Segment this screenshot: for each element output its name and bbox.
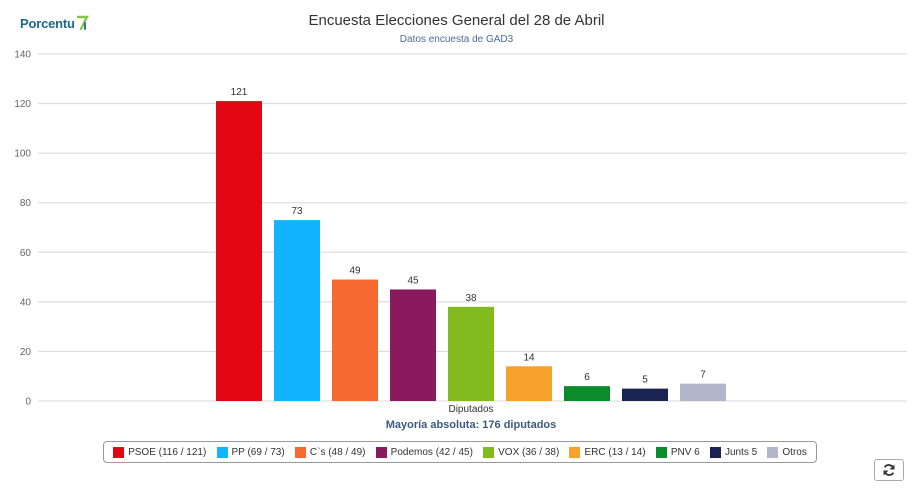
data-label: 7	[700, 370, 706, 381]
mayoria-annotation: Mayoría absoluta: 176 diputados	[386, 419, 557, 431]
legend-swatch	[655, 446, 667, 458]
bar	[390, 289, 436, 401]
legend-label: Junts 5	[724, 446, 758, 458]
bar	[564, 386, 610, 401]
legend-swatch	[113, 446, 125, 458]
legend-label: PP (69 / 73)	[231, 446, 285, 458]
legend-swatch	[216, 446, 228, 458]
logo-text: Porcentu	[20, 15, 75, 31]
legend-label: Otros	[782, 446, 807, 458]
data-label: 45	[407, 275, 419, 286]
legend-label: VOX (36 / 38)	[498, 446, 560, 458]
bar	[622, 388, 668, 401]
legend-item[interactable]: Podemos (42 / 45)	[375, 446, 473, 458]
legend-swatch	[483, 446, 495, 458]
refresh-button[interactable]	[874, 459, 904, 481]
data-label: 121	[231, 87, 248, 98]
legend-item[interactable]: PSOE (116 / 121)	[113, 446, 207, 458]
legend-swatch	[569, 446, 581, 458]
y-tick-label: 140	[14, 50, 31, 61]
legend-label: C`s (48 / 49)	[309, 446, 366, 458]
legend-swatch	[767, 446, 779, 458]
legend-label: Podemos (42 / 45)	[390, 446, 473, 458]
legend-label: PNV 6	[670, 446, 700, 458]
porcentual-logo: Porcentu	[20, 12, 90, 34]
bar	[448, 306, 494, 401]
data-label: 6	[584, 372, 590, 383]
data-label: 49	[349, 266, 361, 277]
data-label: 14	[523, 352, 535, 363]
legend-label: ERC (13 / 14)	[584, 446, 646, 458]
data-label: 38	[465, 293, 477, 304]
data-label: 73	[291, 206, 303, 217]
chart-subtitle: Datos encuesta de GAD3	[399, 34, 514, 45]
legend-item[interactable]: Otros	[767, 446, 807, 458]
chart-title: Encuesta Elecciones General del 28 de Ab…	[308, 12, 605, 29]
legend-swatch	[709, 446, 721, 458]
bar	[216, 101, 262, 401]
x-axis-label: Diputados	[448, 404, 493, 415]
data-label: 5	[642, 375, 648, 386]
bar	[680, 383, 726, 401]
y-tick-label: 20	[20, 347, 32, 358]
legend-swatch	[294, 446, 306, 458]
y-tick-label: 60	[20, 248, 32, 259]
refresh-icon	[883, 464, 895, 476]
legend-swatch	[375, 446, 387, 458]
legend-item[interactable]: ERC (13 / 14)	[569, 446, 646, 458]
y-tick-label: 0	[25, 397, 31, 408]
legend-item[interactable]: PNV 6	[655, 446, 700, 458]
legend-item[interactable]: VOX (36 / 38)	[483, 446, 560, 458]
legend-label: PSOE (116 / 121)	[128, 446, 207, 458]
y-tick-label: 100	[14, 149, 31, 160]
legend-item[interactable]: C`s (48 / 49)	[294, 446, 366, 458]
bar	[506, 366, 552, 401]
chart-legend: PSOE (116 / 121) PP (69 / 73) C`s (48 / 49…	[103, 441, 817, 463]
bar-chart: 0 20 40 60 80 100 120 140 121 73 49 45 38 14 6 5 7 Diputa…	[14, 50, 907, 431]
y-tick-label: 120	[14, 99, 31, 110]
logo-mark-icon	[76, 15, 89, 31]
y-tick-label: 80	[20, 198, 32, 209]
bar	[332, 279, 378, 401]
y-tick-label: 40	[20, 297, 32, 308]
bar	[274, 220, 320, 401]
legend-item[interactable]: PP (69 / 73)	[216, 446, 285, 458]
legend-item[interactable]: Junts 5	[709, 446, 758, 458]
